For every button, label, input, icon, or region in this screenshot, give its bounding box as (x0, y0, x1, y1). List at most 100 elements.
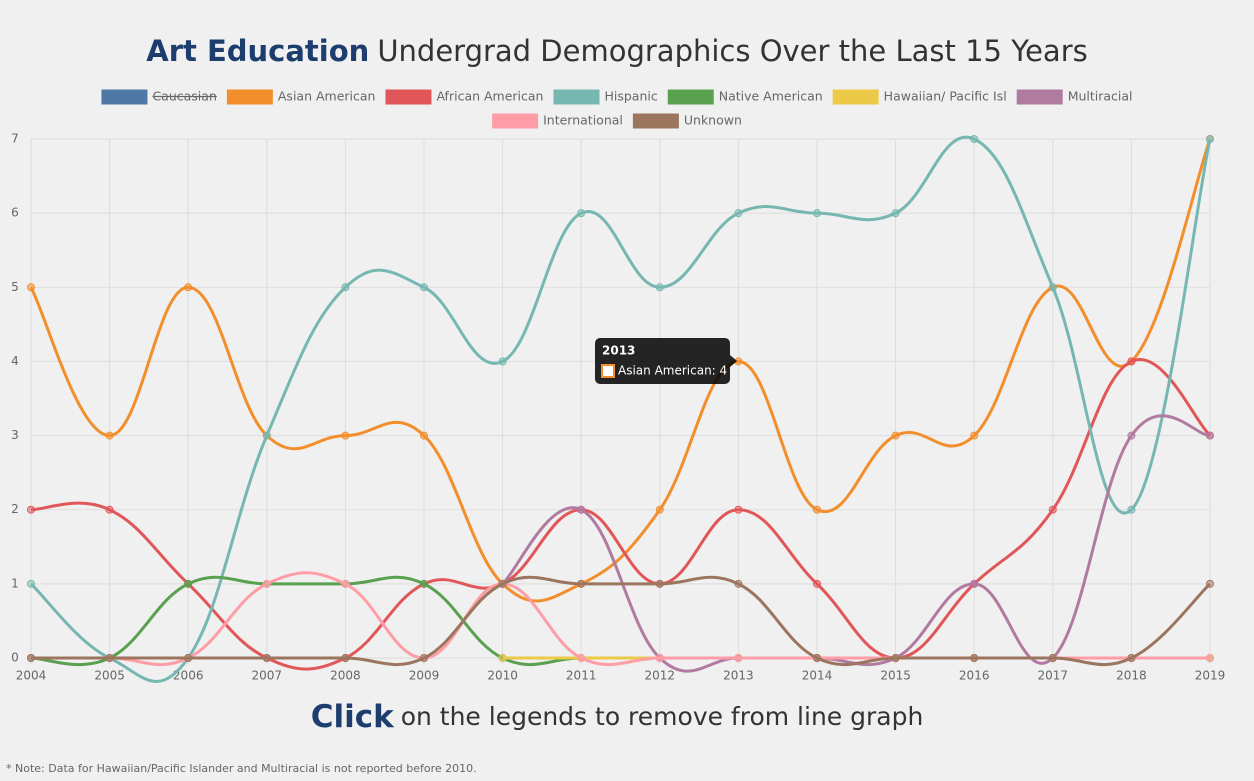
tooltip: 2013 Asian American: 4 (595, 338, 737, 384)
legend-item[interactable]: Asian American (226, 89, 376, 105)
data-point (970, 135, 979, 143)
x-tick-label: 2015 (880, 669, 911, 683)
legend-label: International (543, 113, 623, 128)
data-point (1127, 431, 1136, 440)
legend-label: Native American (719, 89, 823, 104)
data-point (1206, 654, 1214, 662)
data-point (1206, 135, 1214, 143)
data-point (341, 283, 350, 292)
y-tick-label: 5 (11, 280, 19, 294)
data-point (420, 579, 428, 588)
data-point (184, 654, 193, 662)
legend-item[interactable]: African American (385, 89, 543, 105)
data-point (1206, 431, 1214, 440)
y-tick-label: 2 (11, 502, 19, 516)
data-point (262, 579, 271, 588)
data-point (577, 209, 586, 218)
legend-item[interactable]: Unknown (632, 113, 742, 129)
x-tick-label: 2012 (645, 669, 676, 683)
data-point (105, 505, 114, 514)
y-tick-label: 7 (11, 132, 19, 146)
data-point (577, 505, 586, 514)
y-tick-label: 6 (11, 206, 19, 220)
data-point (420, 431, 428, 440)
data-point (341, 431, 350, 440)
title-emphasis: Art Education (146, 34, 369, 68)
x-tick-label: 2018 (1116, 669, 1147, 683)
data-point (184, 579, 193, 588)
data-point (813, 654, 821, 662)
legend-swatch (667, 89, 714, 105)
legend-item[interactable]: Hawaiian/ Pacific Isl (832, 89, 1007, 105)
legend-label: Hispanic (604, 89, 657, 104)
legend-item[interactable]: International (492, 113, 623, 129)
x-tick-label: 2010 (487, 669, 518, 683)
series-line (30, 358, 1212, 671)
legend-label: Multiracial (1068, 89, 1133, 104)
legend-label: Asian American (278, 89, 376, 104)
data-point (577, 654, 586, 662)
legend-swatch (832, 89, 879, 105)
data-point (1127, 505, 1136, 514)
footer-emphasis: Click (311, 699, 395, 735)
series-line (29, 135, 1212, 683)
data-point (262, 654, 271, 662)
tooltip-label: Asian American: 4 (618, 364, 727, 378)
data-point (1048, 505, 1057, 514)
legend-swatch (226, 89, 273, 105)
legend-item[interactable]: Caucasian (101, 89, 217, 105)
x-tick-label: 2019 (1195, 669, 1226, 683)
data-point (105, 431, 114, 440)
data-point (498, 357, 507, 366)
data-point (577, 579, 586, 588)
data-point (498, 579, 507, 588)
data-point (1048, 283, 1057, 292)
series-line (31, 575, 1212, 667)
legend-swatch (101, 89, 148, 105)
data-point (105, 654, 114, 662)
legend-item[interactable]: Native American (667, 89, 823, 105)
x-tick-label: 2006 (173, 669, 204, 683)
y-tick-label: 4 (11, 354, 19, 368)
data-point (498, 654, 507, 662)
data-point (970, 431, 979, 440)
legend-swatch (553, 89, 600, 105)
x-tick-label: 2017 (1038, 669, 1069, 683)
tooltip-box (595, 338, 730, 384)
data-point (262, 431, 271, 440)
x-tick-label: 2011 (566, 669, 597, 683)
data-point (1048, 654, 1057, 662)
data-point (27, 505, 35, 514)
x-tick-label: 2009 (409, 669, 440, 683)
legend-item[interactable]: Hispanic (553, 89, 658, 105)
legend-label: African American (436, 89, 543, 104)
data-point (655, 283, 664, 292)
data-point (891, 431, 900, 440)
series-line (29, 138, 1212, 603)
data-point (970, 654, 979, 662)
y-tick-label: 3 (11, 428, 19, 442)
x-tick-label: 2016 (959, 669, 990, 683)
data-point (655, 579, 664, 588)
data-point (734, 579, 743, 588)
tooltip-swatch (601, 364, 615, 378)
data-point (341, 654, 350, 662)
data-point (813, 209, 821, 218)
legend-label: Caucasian (152, 89, 216, 104)
legend-label: Unknown (684, 113, 742, 128)
y-tick-label: 0 (11, 651, 19, 665)
data-point (734, 654, 743, 662)
data-point (1127, 357, 1136, 366)
legend-swatch (385, 89, 432, 105)
x-tick-label: 2007 (252, 669, 283, 683)
x-tick-label: 2014 (802, 669, 833, 683)
data-point (27, 654, 35, 662)
title-text: Undergrad Demographics Over the Last 15 … (377, 34, 1087, 68)
legend-item[interactable]: Multiracial (1016, 89, 1133, 105)
x-tick-label: 2008 (330, 669, 361, 683)
x-tick-label: 2005 (94, 669, 125, 683)
data-point (970, 579, 979, 588)
data-point (655, 505, 664, 514)
x-tick-label: 2004 (16, 669, 47, 683)
